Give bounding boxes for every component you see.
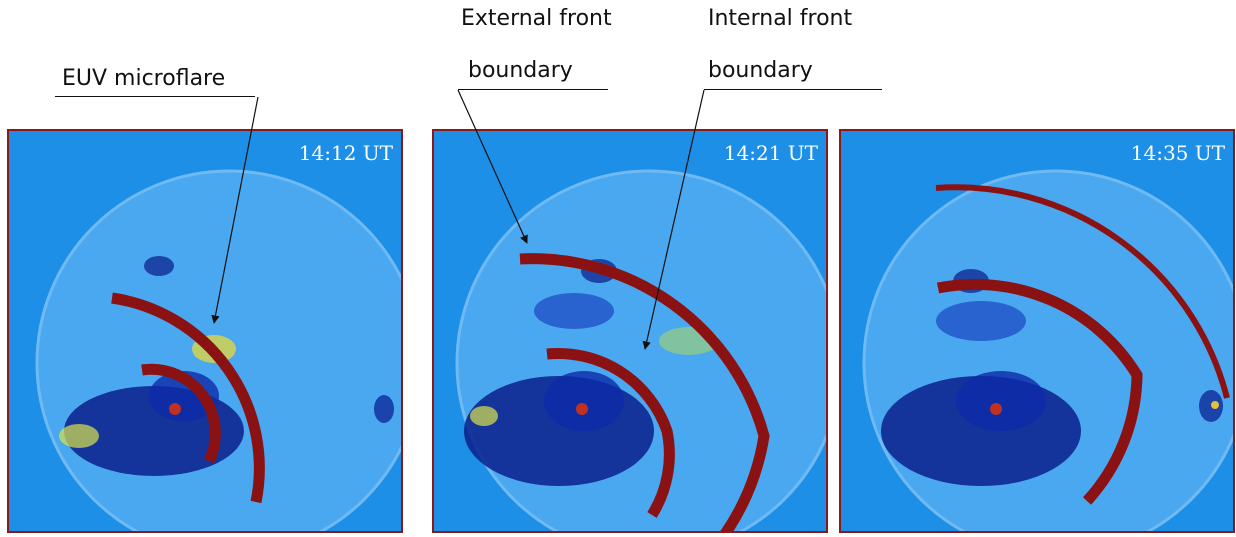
panel-1-timestamp: 14:12 UT bbox=[298, 141, 393, 165]
dark-dimming-core bbox=[544, 371, 624, 431]
dimming-north bbox=[936, 301, 1026, 341]
internal-front-label-line1: Internal front bbox=[708, 6, 853, 31]
solar-disk bbox=[864, 171, 1233, 531]
panel-3-timestamp: 14:35 UT bbox=[1130, 141, 1225, 165]
active-region-core bbox=[576, 403, 588, 415]
bright-patch bbox=[470, 406, 498, 426]
panel-1-image bbox=[35, 169, 401, 531]
internal-front-underline bbox=[704, 89, 882, 90]
active-region-core bbox=[169, 403, 181, 415]
euv-microflare-label: EUV microflare bbox=[62, 66, 226, 91]
internal-front-arc bbox=[546, 347, 675, 518]
internal-front-label-line2: boundary bbox=[708, 58, 813, 83]
euv-image-panel-3: 14:35 UT bbox=[839, 129, 1235, 533]
bright-patch bbox=[59, 424, 99, 448]
disk-limb bbox=[862, 169, 1233, 531]
dimming-north bbox=[534, 293, 614, 329]
active-region-north bbox=[144, 256, 174, 276]
panel-2-timestamp: 14:21 UT bbox=[723, 141, 818, 165]
euv-image-panel-2: 14:21 UT bbox=[432, 129, 828, 533]
euv-microflare-underline bbox=[55, 96, 255, 97]
external-front-arc bbox=[519, 253, 770, 531]
external-front-underline bbox=[458, 89, 608, 90]
active-region-core bbox=[990, 403, 1002, 415]
external-front-arc bbox=[111, 292, 265, 504]
internal-front-arc bbox=[936, 278, 1143, 505]
dark-dimming-core bbox=[149, 371, 219, 421]
panel-2-image bbox=[455, 169, 826, 531]
external-front-label-line1: External front bbox=[461, 6, 612, 31]
limb-active-region bbox=[1199, 390, 1223, 422]
panel-3-image bbox=[862, 169, 1233, 531]
internal-front-arc bbox=[141, 363, 221, 464]
dark-dimming-core bbox=[956, 371, 1046, 431]
euv-image-panel-1: 14:12 UT bbox=[7, 129, 403, 533]
limb-bright-spot bbox=[1211, 401, 1219, 409]
external-front-arc bbox=[935, 184, 1230, 399]
limb-active-region bbox=[374, 395, 394, 423]
external-front-label-line2: boundary bbox=[468, 58, 573, 83]
